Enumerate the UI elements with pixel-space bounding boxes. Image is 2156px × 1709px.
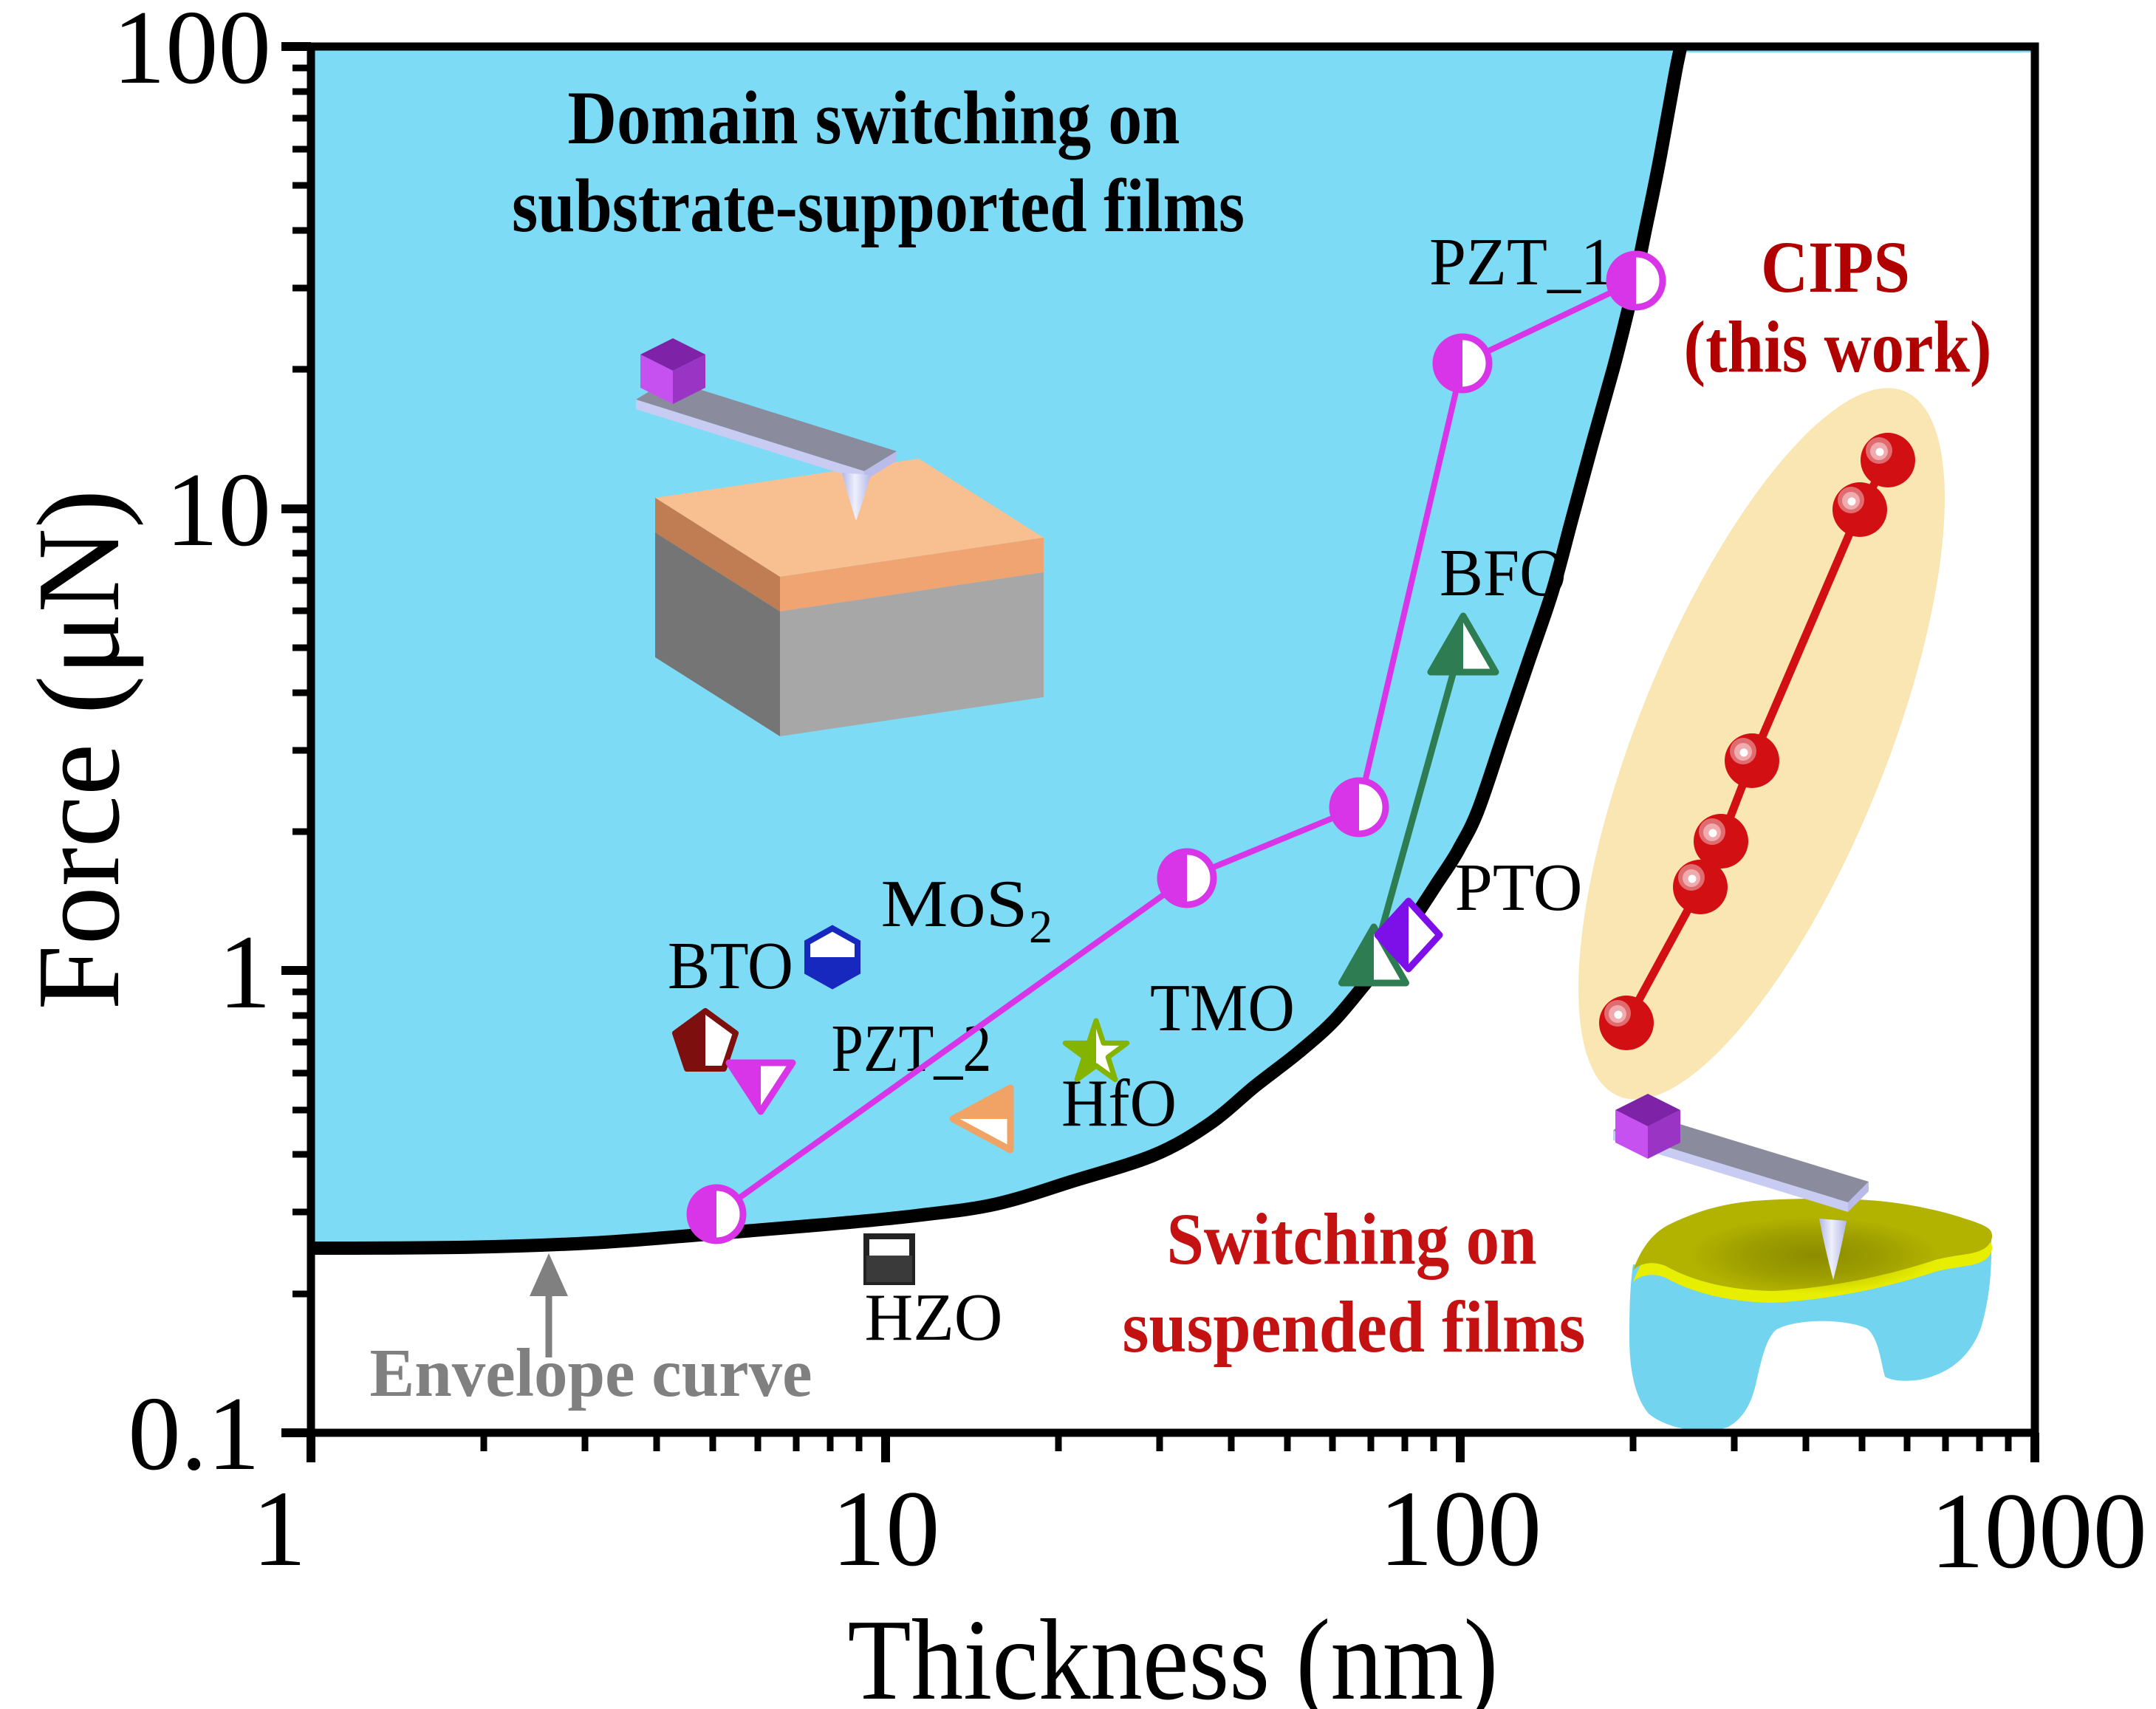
svg-text:HZO: HZO xyxy=(865,1280,1003,1354)
svg-text:10: 10 xyxy=(832,1468,940,1589)
svg-text:0.1: 0.1 xyxy=(128,1375,260,1492)
svg-text:100: 100 xyxy=(1379,1468,1542,1589)
svg-text:Force (μN): Force (μN) xyxy=(13,490,144,1010)
svg-text:1000: 1000 xyxy=(1930,1470,2147,1591)
svg-text:2: 2 xyxy=(1029,900,1053,953)
svg-text:Envelope curve: Envelope curve xyxy=(370,1335,812,1411)
svg-text:MoS: MoS xyxy=(881,866,1028,941)
svg-text:1: 1 xyxy=(219,914,272,1030)
svg-text:1: 1 xyxy=(252,1468,307,1589)
svg-text:TMO: TMO xyxy=(1150,970,1295,1045)
svg-text:Domain switching on: Domain switching on xyxy=(568,76,1180,160)
svg-text:suspended films: suspended films xyxy=(1123,1286,1586,1368)
svg-text:100: 100 xyxy=(113,0,272,106)
svg-text:BTO: BTO xyxy=(668,928,793,1003)
svg-text:substrate-supported films: substrate-supported films xyxy=(512,164,1245,248)
svg-text:Switching on: Switching on xyxy=(1167,1198,1537,1280)
svg-text:CIPS: CIPS xyxy=(1761,226,1910,308)
svg-text:Thickness (nm): Thickness (nm) xyxy=(848,1595,1499,1709)
svg-text:10: 10 xyxy=(165,451,271,568)
svg-text:(this work): (this work) xyxy=(1684,306,1992,388)
svg-text:PTO: PTO xyxy=(1455,850,1583,925)
svg-text:PZT_1: PZT_1 xyxy=(1429,225,1614,299)
